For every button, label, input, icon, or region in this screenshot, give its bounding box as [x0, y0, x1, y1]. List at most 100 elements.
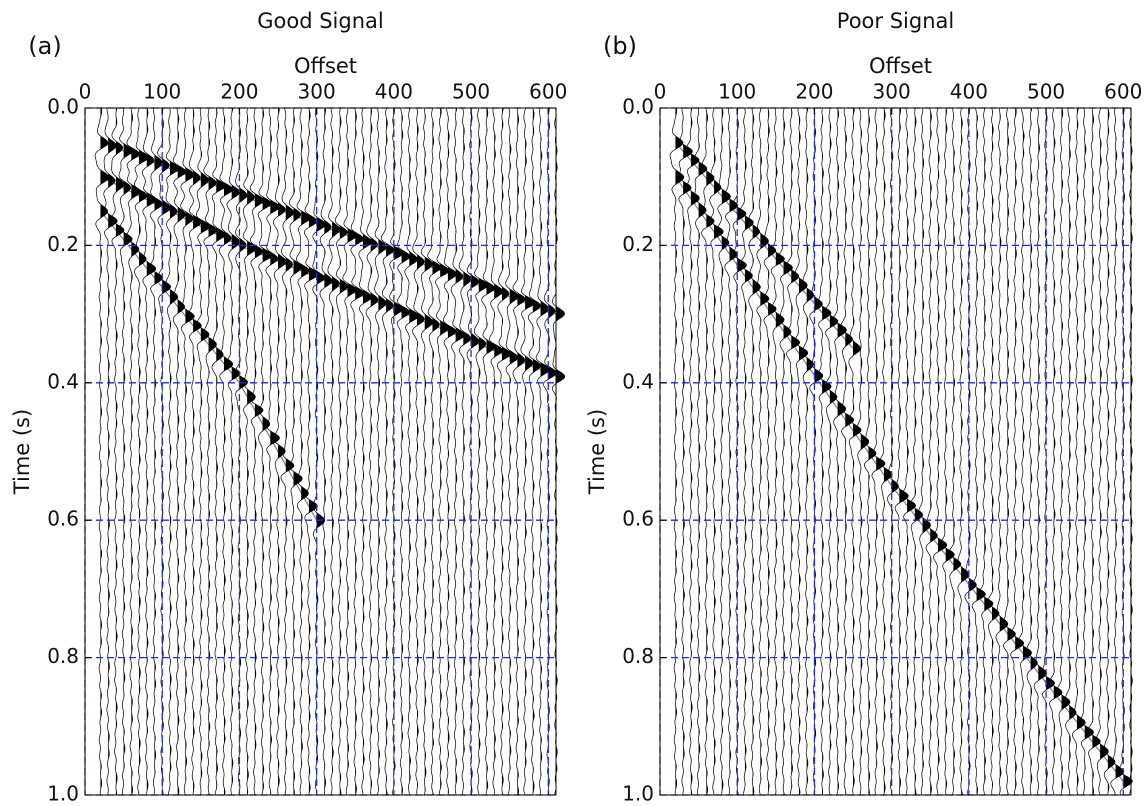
trace	[701, 108, 715, 796]
trace	[496, 107, 512, 796]
trace	[1118, 108, 1133, 796]
trace-fill	[370, 108, 379, 795]
trace-fill	[868, 108, 876, 795]
trace	[933, 107, 948, 796]
trace	[964, 107, 977, 796]
trace-fill	[783, 108, 793, 795]
trace	[848, 108, 862, 796]
trace-fill	[1038, 108, 1047, 795]
trace-fill	[455, 108, 465, 795]
trace	[1003, 107, 1016, 796]
trace-fill	[1107, 108, 1115, 795]
y-tick-label: 0.6	[47, 507, 79, 531]
trace	[195, 107, 211, 796]
x-tick-label: 0	[654, 80, 667, 104]
trace	[817, 107, 832, 796]
trace	[778, 108, 793, 796]
trace	[678, 108, 693, 796]
trace	[716, 107, 731, 796]
x-axis-label: Offset	[869, 54, 932, 78]
trace-fill	[440, 108, 450, 795]
trace-fill	[355, 108, 364, 795]
trace	[396, 107, 411, 796]
trace	[1080, 107, 1094, 795]
trace	[188, 107, 202, 795]
trace	[786, 107, 800, 796]
trace	[257, 107, 273, 796]
trace	[1065, 107, 1077, 796]
trace	[358, 107, 372, 796]
trace	[149, 107, 163, 796]
y-axis-label: Time (s)	[10, 409, 34, 495]
trace-fill	[447, 108, 457, 795]
trace	[218, 107, 234, 796]
trace	[295, 108, 311, 796]
trace	[1057, 107, 1071, 795]
trace	[203, 108, 218, 796]
trace	[450, 107, 466, 796]
y-tick-label: 0.0	[622, 95, 654, 119]
trace	[466, 107, 480, 796]
trace	[840, 107, 855, 796]
y-tick-label: 1.0	[622, 782, 654, 803]
trace	[165, 107, 180, 796]
trace	[520, 107, 535, 796]
trace	[551, 107, 566, 796]
trace-fill	[332, 108, 341, 795]
trace	[442, 108, 457, 796]
trace	[126, 108, 141, 796]
chart-title: Good Signal	[257, 9, 383, 33]
y-tick-label: 0.2	[47, 232, 79, 256]
trace-fill	[339, 108, 348, 795]
trace	[527, 107, 541, 796]
trace	[435, 107, 450, 796]
trace	[172, 107, 187, 796]
trace-fill	[706, 108, 715, 795]
trace-fill	[278, 108, 287, 795]
traces	[94, 107, 566, 796]
trace-fill	[208, 108, 217, 795]
trace	[879, 107, 893, 796]
trace-fill	[185, 108, 195, 795]
trace	[987, 107, 1000, 796]
trace	[489, 107, 503, 796]
trace	[118, 107, 133, 796]
trace	[809, 107, 824, 795]
trace-fill	[961, 108, 970, 795]
trace-fill	[1092, 108, 1101, 795]
trace	[940, 107, 955, 796]
trace-fill	[1030, 108, 1038, 795]
x-tick-label: 400	[375, 80, 413, 104]
trace	[389, 107, 404, 796]
trace	[242, 107, 257, 796]
trace-fill	[162, 108, 171, 795]
trace	[280, 107, 295, 796]
trace-fill	[806, 108, 814, 795]
plot-frame	[659, 107, 1132, 796]
trace	[272, 108, 287, 796]
chart-title: Poor Signal	[837, 9, 954, 33]
trace-fill	[463, 108, 472, 795]
trace	[211, 107, 226, 796]
trace-fill	[223, 108, 233, 795]
trace	[404, 107, 419, 796]
x-tick-label: 200	[220, 80, 258, 104]
panel-label: (a)	[28, 32, 61, 60]
trace-fill	[768, 108, 777, 795]
trace	[543, 108, 557, 796]
trace-fill	[752, 108, 761, 795]
trace-fill	[791, 108, 800, 795]
trace-fill	[914, 108, 923, 795]
trace	[685, 107, 700, 796]
trace	[327, 107, 341, 796]
y-tick-label: 0.0	[47, 95, 79, 119]
trace	[1129, 107, 1133, 796]
trace	[226, 107, 241, 796]
trace-fill	[690, 108, 700, 795]
trace	[763, 107, 777, 795]
trace-fill	[494, 108, 503, 795]
trace	[748, 107, 761, 796]
trace	[235, 107, 248, 795]
trace	[412, 107, 425, 796]
